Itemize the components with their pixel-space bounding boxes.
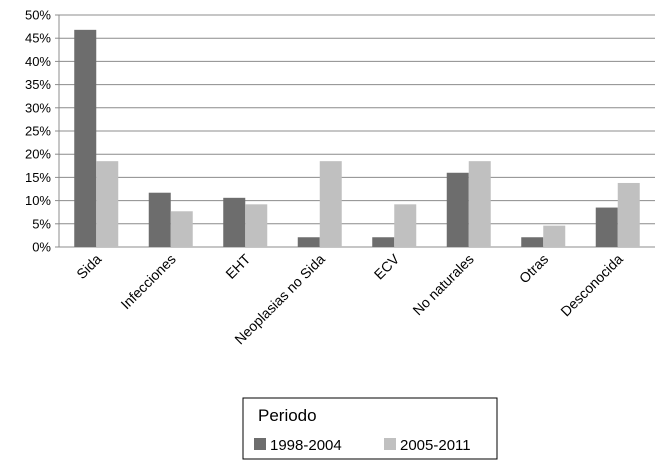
bar-1998-2004-desconocida — [595, 207, 618, 247]
bar-1998-2004-infecciones — [148, 192, 171, 247]
y-tick-label: 35% — [25, 77, 51, 92]
y-tick-label: 10% — [25, 193, 51, 208]
bar-2005-2011-neoplasias-no-sida — [319, 161, 342, 247]
bar-2005-2011-otras — [543, 225, 566, 247]
category-label: ECV — [371, 250, 403, 282]
category-label: No naturales — [409, 251, 476, 318]
legend-label-1998-2004: 1998-2004 — [270, 437, 342, 454]
bar-2005-2011-no-naturales — [468, 161, 491, 247]
category-label: Otras — [516, 251, 552, 287]
y-tick-labels: 0% 5% 10% 15% 20% 25% 30% 35% 40% 45% 50% — [25, 8, 51, 255]
bar-1998-2004-sida — [74, 29, 97, 248]
legend-swatch-1998-2004 — [254, 438, 266, 450]
legend-label-2005-2011: 2005-2011 — [400, 437, 471, 454]
y-tick-label: 5% — [32, 216, 51, 231]
y-tick-label: 25% — [25, 124, 51, 139]
legend-swatch-2005-2011 — [384, 438, 396, 450]
legend-title: Periodo — [258, 406, 317, 425]
legend-box — [242, 397, 498, 460]
category-label: EHT — [222, 250, 253, 281]
bar-2005-2011-ecv — [394, 204, 417, 247]
bars — [74, 29, 640, 248]
bar-1998-2004-eht — [223, 197, 246, 247]
bar-1998-2004-neoplasias-no-sida — [297, 237, 320, 247]
y-tick-label: 15% — [25, 170, 51, 185]
category-label: Infecciones — [117, 251, 178, 312]
grid-lines — [55, 14, 655, 248]
y-tick-label: 45% — [25, 31, 51, 46]
bar-2005-2011-eht — [245, 204, 268, 247]
bar-2005-2011-sida — [96, 161, 119, 247]
y-tick-label: 20% — [25, 147, 51, 162]
category-label: Sida — [73, 251, 104, 282]
y-tick-label: 0% — [32, 240, 51, 255]
y-tick-label: 30% — [25, 100, 51, 115]
category-label: Desconocida — [557, 251, 626, 320]
bar-1998-2004-ecv — [372, 237, 395, 247]
bar-1998-2004-no-naturales — [446, 172, 469, 247]
bar-1998-2004-otras — [521, 237, 544, 247]
legend: Periodo 1998-2004 2005-2011 — [242, 397, 498, 460]
y-tick-label: 40% — [25, 54, 51, 69]
bar-2005-2011-desconocida — [617, 182, 640, 247]
y-tick-label: 50% — [25, 8, 51, 23]
bar-2005-2011-infecciones — [170, 211, 193, 247]
